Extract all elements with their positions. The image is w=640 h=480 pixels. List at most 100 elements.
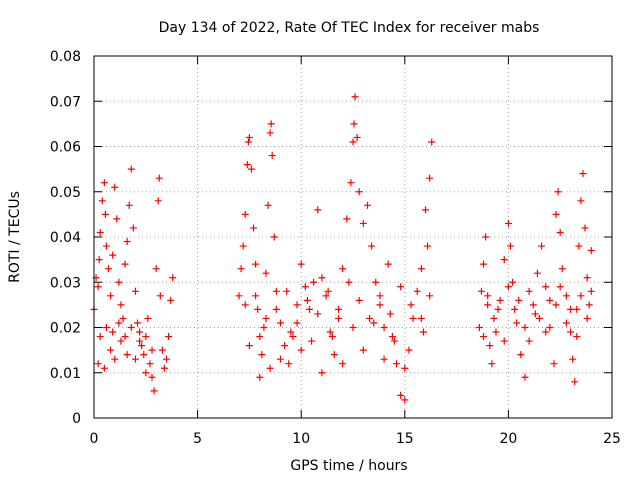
x-tick-label: 0 [90, 431, 99, 447]
data-point [513, 319, 521, 327]
data-point [477, 287, 485, 295]
data-point [109, 328, 117, 336]
data-point [272, 305, 280, 313]
data-point [494, 305, 502, 313]
data-point [243, 161, 251, 169]
data-point [490, 314, 498, 322]
data-point [583, 314, 591, 322]
data-point [264, 201, 272, 209]
data-point [239, 242, 247, 250]
data-point [401, 396, 409, 404]
y-tick-label: 0.06 [50, 140, 81, 156]
data-point [152, 265, 160, 273]
data-point [150, 387, 158, 395]
data-point [308, 337, 316, 345]
data-point [393, 360, 401, 368]
data-point [297, 346, 305, 354]
data-point [160, 364, 168, 372]
data-point [573, 333, 581, 341]
data-point [556, 283, 564, 291]
data-point [546, 296, 554, 304]
data-point [533, 269, 541, 277]
data-point [314, 310, 322, 318]
data-point [117, 301, 125, 309]
data-point [587, 247, 595, 255]
data-point [113, 215, 121, 223]
plot-frame [93, 55, 613, 419]
data-point [266, 129, 274, 137]
data-point [353, 133, 361, 141]
y-tick-label: 0.02 [50, 321, 81, 337]
data-point [349, 138, 357, 146]
data-point [475, 324, 483, 331]
data-point [484, 292, 492, 300]
data-point [121, 260, 129, 268]
data-point [266, 364, 274, 372]
data-point [562, 319, 570, 327]
data-point [370, 319, 378, 327]
data-point [262, 314, 270, 322]
data-point [397, 283, 405, 291]
data-point [297, 260, 305, 268]
data-point [301, 283, 309, 291]
data-point [94, 283, 102, 291]
data-point [101, 210, 109, 218]
data-point [376, 301, 384, 309]
data-point [156, 292, 164, 300]
data-point [305, 305, 313, 313]
data-point [119, 314, 127, 322]
data-point [237, 265, 245, 273]
data-point [496, 296, 504, 304]
data-point [96, 333, 104, 341]
y-tick-label: 0.03 [50, 275, 81, 291]
data-point [241, 301, 249, 309]
y-tick-label: 0.04 [50, 230, 81, 246]
x-tick-label: 5 [193, 431, 202, 447]
data-point [111, 183, 119, 191]
data-point [577, 292, 585, 300]
data-point [252, 292, 260, 300]
data-point [517, 351, 525, 359]
data-point [117, 337, 125, 345]
data-point [125, 201, 133, 209]
data-point [355, 296, 363, 304]
data-point [376, 292, 384, 300]
data-point [334, 314, 342, 322]
data-point [102, 242, 110, 250]
y-tick-label: 0.01 [50, 366, 81, 382]
data-point [581, 224, 589, 232]
data-point [587, 287, 595, 295]
data-point [384, 260, 392, 268]
data-point [293, 301, 301, 309]
data-point [142, 369, 150, 377]
data-point [390, 337, 398, 345]
data-point [417, 314, 425, 322]
data-point [417, 265, 425, 273]
data-point [575, 242, 583, 250]
data-point [328, 333, 336, 341]
data-point [252, 260, 260, 268]
data-point [504, 219, 512, 227]
data-point [254, 305, 262, 313]
data-point [127, 324, 135, 331]
data-point [96, 228, 104, 236]
data-point [262, 269, 270, 277]
data-point [235, 292, 243, 300]
data-point [289, 333, 297, 341]
y-tick-label: 0.08 [50, 49, 81, 65]
data-point [343, 215, 351, 223]
data-point [359, 346, 367, 354]
data-point [322, 292, 330, 300]
data-point [283, 287, 291, 295]
data-point [567, 328, 575, 336]
data-point [115, 278, 123, 286]
data-point [144, 314, 152, 322]
data-point [268, 152, 276, 160]
data-point [571, 378, 579, 386]
data-point [131, 355, 139, 363]
data-points [90, 93, 595, 404]
data-point [245, 342, 253, 350]
data-point [386, 310, 394, 318]
data-point [583, 274, 591, 282]
